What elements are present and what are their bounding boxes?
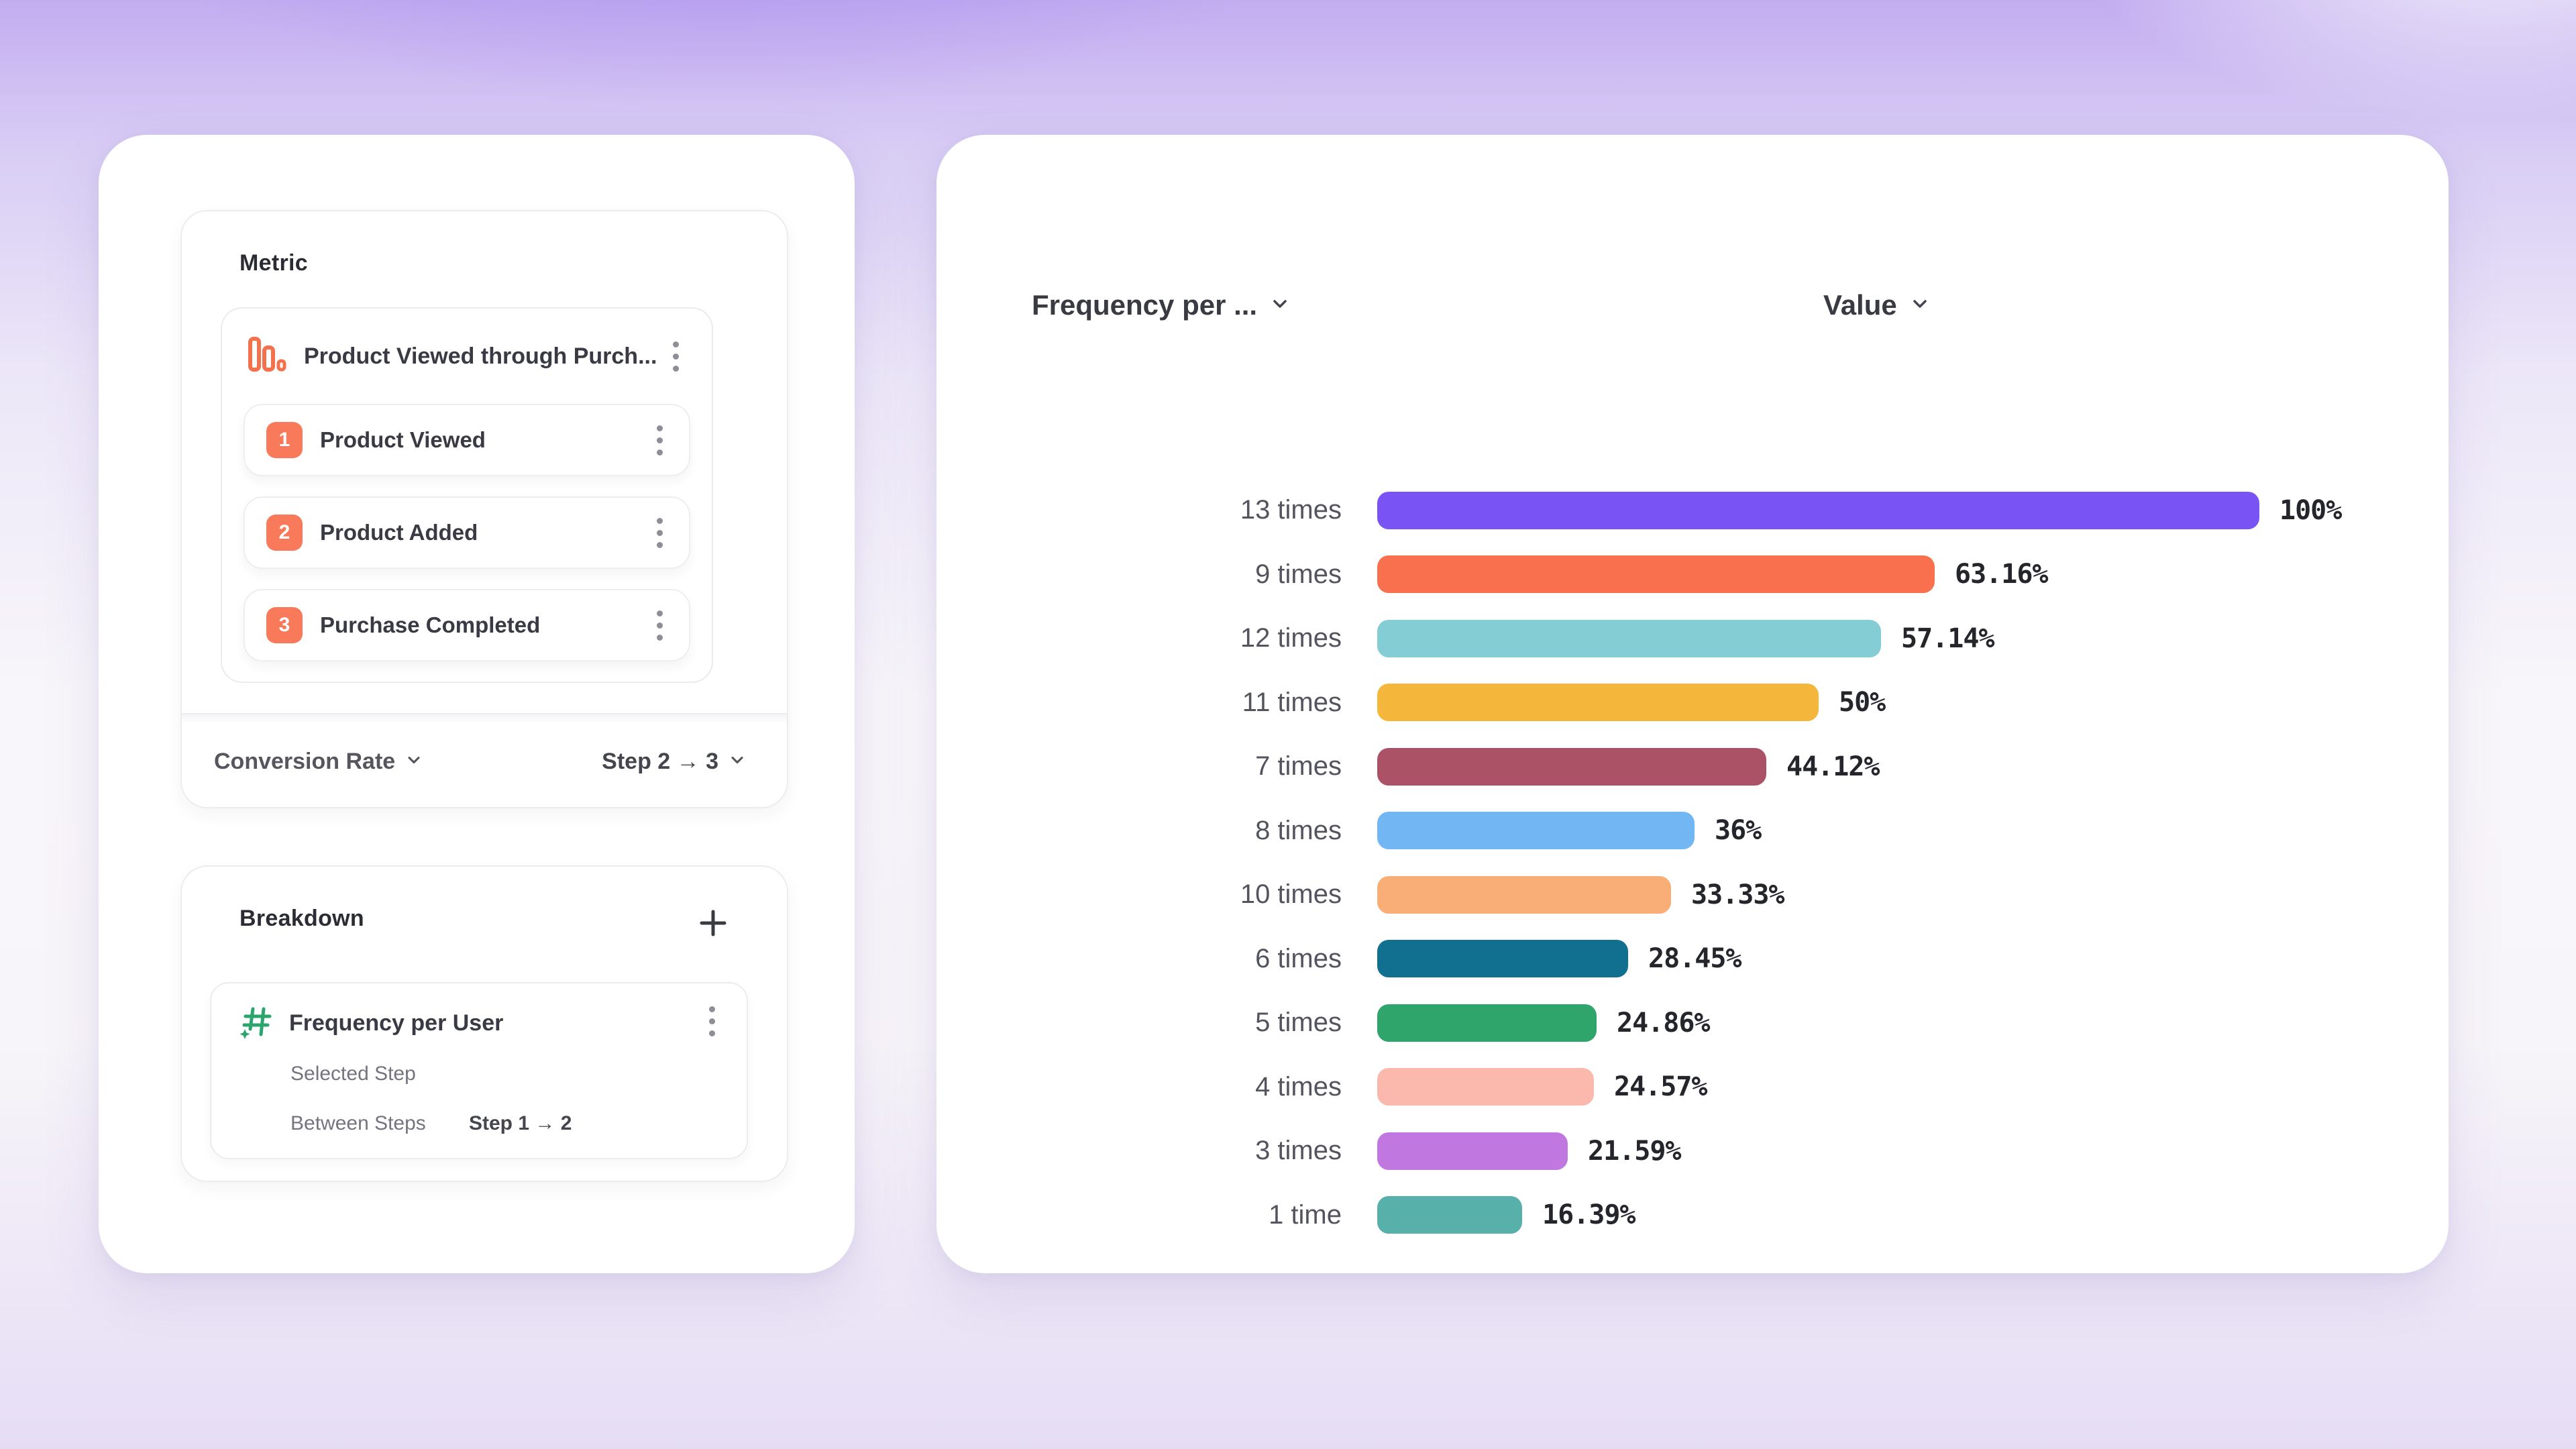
divider-shadow [182,714,787,724]
chart-row: 13 times 100% [936,478,2449,543]
kebab-menu-icon[interactable] [646,517,673,548]
chart-bar-value: 28.45% [1648,943,1741,975]
chart-bar-value: 33.33% [1691,879,1784,910]
selected-step-label: Selected Step [290,1063,416,1085]
chevron-down-icon [1269,289,1291,321]
chart-bar[interactable] [1377,555,1935,594]
step-number-badge: 2 [266,515,303,551]
step-label: Product Added [320,520,478,545]
chart-row-label: 8 times [1255,815,1342,845]
metric-card: Metric Product Viewed through Purch... 1… [180,210,788,808]
chart-row-label: 9 times [1255,559,1342,589]
step-number-badge: 3 [266,607,303,643]
chart-bar-value: 21.59% [1588,1135,1681,1167]
funnel-bars-icon [248,336,286,377]
chart-bar-value: 24.86% [1617,1007,1710,1038]
chart-row: 4 times 24.57% [936,1055,2449,1120]
breakdown-item-header: Frequency per User [211,983,747,1042]
chart-row-label: 6 times [1255,943,1342,973]
value-column-header-label: Value [1823,289,1897,321]
metric-footer: Conversion Rate Step 2 → 3 [214,716,747,807]
chart-bar[interactable] [1377,1196,1522,1234]
chart-bar-value: 57.14% [1901,623,1994,654]
funnel-group: Product Viewed through Purch... 1 Product… [221,307,713,683]
chart-row: 12 times 57.14% [936,606,2449,671]
breakdown-column-header-dropdown[interactable]: Frequency per ... [1032,289,1291,321]
chart-bar[interactable] [1377,875,1671,914]
chart-row: 6 times 28.45% [936,927,2449,991]
chart-bar-value: 24.57% [1614,1071,1707,1103]
funnel-name: Product Viewed through Purch... [304,343,657,369]
chart-bar-value: 63.16% [1955,559,2048,590]
chart-row: 3 times 21.59% [936,1119,2449,1183]
chart-bar-value: 44.12% [1786,751,1880,782]
funnel-header[interactable]: Product Viewed through Purch... [222,309,712,404]
chart-row: 5 times 24.86% [936,991,2449,1055]
chart-bar-value: 36% [1715,815,1762,847]
chart-row: 10 times 33.33% [936,863,2449,927]
query-builder-panel: Metric Product Viewed through Purch... 1… [99,135,855,1273]
chart-row-label: 11 times [1242,687,1342,717]
funnel-step[interactable]: 2 Product Added [244,496,690,569]
chart-bar[interactable] [1377,747,1766,786]
metric-card-title: Metric [239,250,308,276]
step-range-dropdown[interactable]: Step 2 → 3 [602,749,747,775]
chart-row-label: 12 times [1240,623,1342,653]
breakdown-item-name: Frequency per User [289,1010,504,1036]
breakdown-card-title: Breakdown [239,906,364,931]
conversion-rate-label: Conversion Rate [214,748,396,774]
step-label: Product Viewed [320,427,486,452]
funnel-step[interactable]: 3 Purchase Completed [244,589,690,661]
funnel-step[interactable]: 1 Product Viewed [244,404,690,476]
chart-bar[interactable] [1377,812,1695,850]
chart-row-label: 1 time [1269,1199,1342,1230]
breakdown-column-header-label: Frequency per ... [1032,289,1258,321]
numeric-hash-icon [239,1005,273,1042]
between-steps-value[interactable]: Step 1 → 2 [469,1112,572,1134]
between-steps-label: Between Steps [290,1112,426,1134]
conversion-rate-dropdown[interactable]: Conversion Rate [214,749,423,775]
chart-panel: Frequency per ... Value 13 times 100% 9 ti… [936,135,2449,1273]
chart-row-label: 10 times [1240,879,1342,910]
kebab-menu-icon[interactable] [646,610,673,641]
chart-bar[interactable] [1377,684,1819,722]
chart-row: 1 time 16.39% [936,1183,2449,1248]
chevron-down-icon [728,751,747,773]
chart-bar-value: 50% [1839,687,1886,718]
chart-bar[interactable] [1377,1132,1568,1170]
chart-row: 11 times 50% [936,671,2449,735]
breakdown-item[interactable]: Frequency per User Selected Step Between… [210,982,748,1159]
chart-row-label: 13 times [1240,495,1342,525]
chart-bar[interactable] [1377,1004,1597,1042]
chart-bar[interactable] [1377,619,1881,657]
chart-bar[interactable] [1377,940,1628,978]
chart-row-label: 4 times [1255,1071,1342,1102]
section-divider [182,713,787,714]
chart-bar-value: 16.39% [1542,1199,1635,1231]
kebab-menu-icon[interactable] [646,425,673,455]
step-label: Purchase Completed [320,612,541,637]
breakdown-card: Breakdown Frequency per Use [180,865,788,1182]
funnel-steps: 1 Product Viewed 2 Product Added 3 Purchase C… [244,404,690,661]
step-number-badge: 1 [266,422,303,458]
kebab-menu-icon[interactable] [698,1006,725,1036]
kebab-menu-icon[interactable] [662,341,689,372]
chart-bar-value: 100% [2279,494,2342,526]
add-breakdown-button[interactable] [698,908,728,938]
chevron-down-icon [405,751,423,773]
chevron-down-icon [1909,289,1931,321]
chart-row-label: 5 times [1255,1008,1342,1038]
chart-bar[interactable] [1377,1068,1594,1106]
chart-row-label: 3 times [1255,1136,1342,1166]
chart-row: 9 times 63.16% [936,543,2449,607]
chart-row-label: 7 times [1255,751,1342,782]
step-range-label: Step 2 → 3 [602,748,718,774]
chart-bar[interactable] [1377,491,2259,529]
chart-row: 8 times 36% [936,799,2449,863]
value-column-header-dropdown[interactable]: Value [1823,289,1931,321]
chart-rows: 13 times 100% 9 times 63.16% 12 times 57.14% 1… [936,478,2449,1247]
chart-row: 7 times 44.12% [936,735,2449,799]
